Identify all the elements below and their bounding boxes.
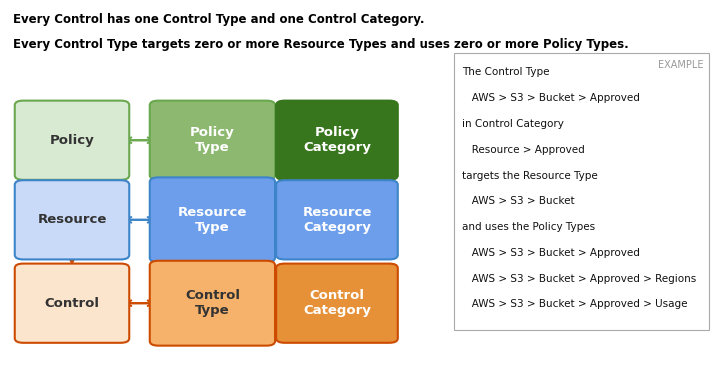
Text: AWS > S3 > Bucket > Approved > Usage: AWS > S3 > Bucket > Approved > Usage (462, 299, 688, 309)
FancyBboxPatch shape (150, 261, 275, 346)
Text: Policy
Type: Policy Type (190, 126, 235, 154)
FancyBboxPatch shape (14, 180, 130, 259)
Text: targets the Resource Type: targets the Resource Type (462, 171, 598, 180)
Text: Policy: Policy (50, 134, 94, 147)
FancyBboxPatch shape (14, 101, 130, 180)
Text: Control
Type: Control Type (185, 289, 240, 317)
Text: Resource > Approved: Resource > Approved (462, 145, 585, 155)
FancyBboxPatch shape (454, 53, 709, 330)
Text: The Control Type: The Control Type (462, 67, 550, 77)
Text: Every Control has one Control Type and one Control Category.: Every Control has one Control Type and o… (13, 13, 425, 26)
FancyBboxPatch shape (150, 101, 275, 180)
Text: EXAMPLE: EXAMPLE (658, 60, 703, 70)
Text: and uses the Policy Types: and uses the Policy Types (462, 222, 595, 232)
FancyBboxPatch shape (276, 101, 397, 180)
Text: in Control Category: in Control Category (462, 119, 564, 129)
Text: AWS > S3 > Bucket > Approved: AWS > S3 > Bucket > Approved (462, 93, 640, 103)
FancyBboxPatch shape (150, 177, 275, 262)
Text: AWS > S3 > Bucket: AWS > S3 > Bucket (462, 196, 575, 206)
Text: Every Control Type targets zero or more Resource Types and uses zero or more Pol: Every Control Type targets zero or more … (13, 38, 629, 51)
FancyBboxPatch shape (276, 264, 397, 343)
Text: AWS > S3 > Bucket > Approved: AWS > S3 > Bucket > Approved (462, 248, 640, 258)
FancyBboxPatch shape (14, 264, 130, 343)
Text: AWS > S3 > Bucket > Approved > Regions: AWS > S3 > Bucket > Approved > Regions (462, 274, 696, 283)
Text: Control
Category: Control Category (303, 289, 371, 317)
Text: Resource: Resource (37, 213, 107, 226)
Text: Resource
Category: Resource Category (302, 206, 372, 234)
Text: Resource
Type: Resource Type (178, 206, 247, 234)
Text: Policy
Category: Policy Category (303, 126, 371, 154)
FancyBboxPatch shape (276, 180, 397, 259)
Text: Control: Control (45, 297, 99, 310)
